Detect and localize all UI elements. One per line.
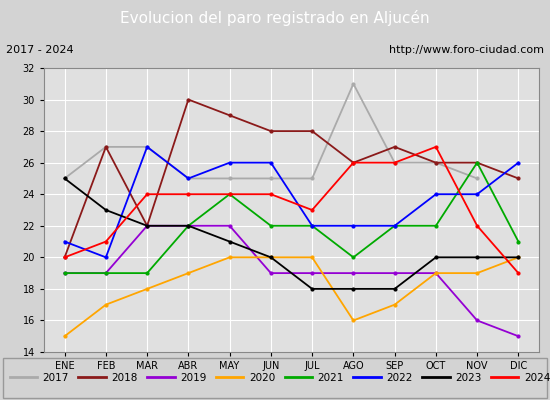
Text: Evolucion del paro registrado en Aljucén: Evolucion del paro registrado en Aljucén	[120, 10, 430, 26]
Text: 2022: 2022	[386, 373, 412, 383]
Text: 2017: 2017	[43, 373, 69, 383]
Text: 2018: 2018	[111, 373, 138, 383]
Text: 2019: 2019	[180, 373, 206, 383]
Text: 2021: 2021	[318, 373, 344, 383]
Text: 2017 - 2024: 2017 - 2024	[6, 45, 73, 55]
Text: http://www.foro-ciudad.com: http://www.foro-ciudad.com	[389, 45, 544, 55]
Text: 2023: 2023	[455, 373, 481, 383]
Text: 2024: 2024	[524, 373, 550, 383]
Text: 2020: 2020	[249, 373, 275, 383]
